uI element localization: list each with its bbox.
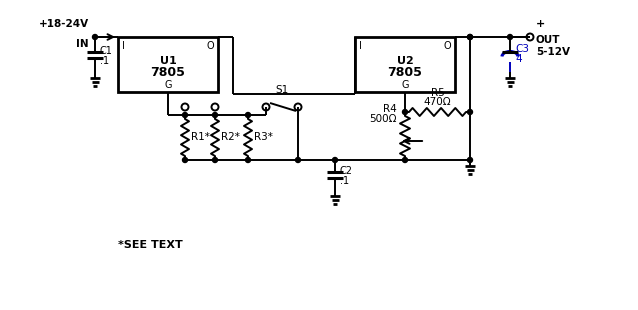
Text: O: O [443,41,451,51]
Text: 4: 4 [515,55,522,64]
Text: .1: .1 [100,55,109,65]
Text: R5: R5 [431,88,445,98]
Text: C3: C3 [515,45,529,55]
Text: C1: C1 [100,46,113,55]
Circle shape [212,113,218,117]
Circle shape [403,157,408,162]
Bar [118,37,218,92]
Text: I: I [359,41,362,51]
Text: +: + [536,19,545,29]
Text: U2: U2 [397,55,413,65]
Circle shape [468,34,473,39]
Text: 7805: 7805 [387,66,422,79]
Text: *SEE TEXT: *SEE TEXT [118,240,182,250]
Text: O: O [206,41,214,51]
Text: U1: U1 [160,55,176,65]
Circle shape [403,109,408,114]
Circle shape [295,157,300,162]
Circle shape [93,34,98,39]
Circle shape [182,157,188,162]
Circle shape [507,34,512,39]
Text: OUT: OUT [536,35,561,45]
Text: 5-12V: 5-12V [536,47,570,57]
Text: R2*: R2* [221,132,240,143]
Text: R3*: R3* [254,132,273,143]
Circle shape [182,113,188,117]
Circle shape [468,109,473,114]
Bar [355,37,455,92]
Text: +18-24V: +18-24V [39,19,89,29]
Text: IN: IN [77,39,89,49]
Circle shape [468,34,473,39]
Text: R4: R4 [383,104,397,114]
Text: C2: C2 [340,166,353,176]
Text: G: G [401,80,409,90]
Text: 470Ω: 470Ω [424,97,451,107]
Circle shape [246,113,251,117]
Text: S1: S1 [276,85,288,95]
Text: 7805: 7805 [151,66,186,79]
Circle shape [246,157,251,162]
Circle shape [212,157,218,162]
Text: I: I [122,41,125,51]
Circle shape [468,157,473,162]
Text: R1*: R1* [191,132,210,143]
Text: G: G [164,80,172,90]
Text: .1: .1 [340,176,349,186]
Circle shape [332,157,338,162]
Text: 500Ω: 500Ω [369,114,397,124]
